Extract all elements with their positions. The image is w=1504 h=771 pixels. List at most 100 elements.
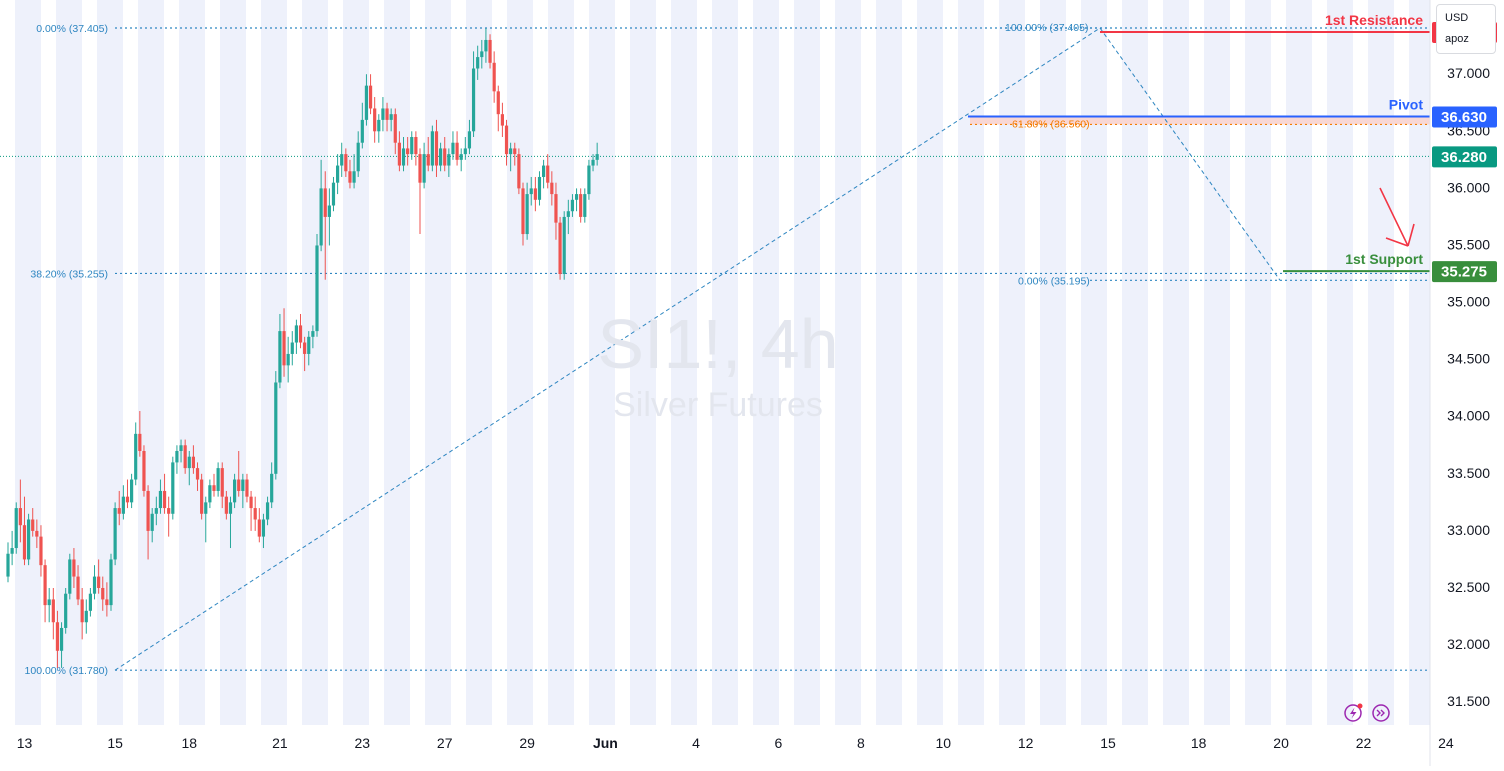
price-tick-label: 35.000 [1447, 294, 1490, 310]
candle-body [92, 576, 97, 594]
session-band [958, 0, 984, 725]
candle-body [566, 211, 570, 217]
candle-body [513, 148, 517, 155]
candle-body [245, 479, 249, 497]
candle-body [443, 148, 447, 166]
candle-body [331, 182, 336, 206]
session-band [15, 0, 41, 725]
scale-mode-label: apoz [1445, 33, 1469, 45]
session-band [343, 0, 369, 725]
candle-body [142, 450, 146, 491]
candle-body [459, 154, 463, 160]
time-tick-label: 24 [1438, 735, 1454, 751]
level-support-label: 1st Support [1345, 251, 1423, 267]
fib-level-label: 0.00% (35.195) [1018, 275, 1090, 287]
candle-body [64, 593, 68, 628]
candle-body [134, 433, 138, 480]
candle-body [14, 508, 18, 549]
candle-body [101, 587, 105, 600]
session-band [1163, 0, 1189, 725]
candle-body [393, 114, 397, 143]
candle-body [220, 468, 224, 497]
candle-body [154, 508, 158, 514]
chart-icons[interactable] [1344, 703, 1390, 722]
session-band [97, 0, 123, 725]
candle-body [480, 51, 484, 58]
session-band [302, 0, 328, 725]
candle-body [587, 165, 591, 195]
candle-body [43, 565, 47, 606]
candle-body [117, 508, 121, 514]
session-band [1245, 0, 1271, 725]
candle-body [451, 142, 455, 155]
session-band [507, 0, 533, 725]
price-tick-label: 34.500 [1447, 351, 1490, 367]
candle-body [492, 62, 496, 92]
candle-body [509, 148, 513, 155]
time-tick-label: 27 [437, 735, 453, 751]
candle-body [439, 148, 443, 166]
candle-body [426, 154, 430, 166]
candle-body [562, 216, 566, 275]
level-support-badge-label: 35.275 [1441, 264, 1487, 281]
time-tick-label: 13 [17, 735, 33, 751]
time-axis-background [0, 725, 1504, 766]
candle-body [303, 342, 307, 354]
candle-body [200, 479, 204, 514]
candle-body [216, 468, 220, 491]
currency-selector[interactable]: USD apoz [1436, 4, 1496, 54]
time-axis[interactable]: 13151821232729Jun4681012151820222426 [17, 735, 1504, 751]
session-band [220, 0, 246, 725]
time-tick-label: 21 [272, 735, 288, 751]
candle-body [504, 125, 509, 155]
candle-body [410, 137, 414, 155]
candle-body [121, 496, 125, 514]
time-tick-label: 20 [1273, 735, 1289, 751]
candle-body [10, 548, 14, 554]
down-arrow-drawing [1379, 187, 1415, 247]
candle-body [542, 165, 546, 177]
session-band [589, 0, 615, 725]
candle-body [97, 576, 101, 588]
session-band [1327, 0, 1353, 725]
candle-body [385, 108, 389, 120]
candle-body [179, 445, 183, 451]
go-to-realtime-icon[interactable] [1372, 704, 1390, 722]
candle-body [467, 131, 472, 149]
fib-level-label: 0.00% (37.405) [36, 23, 108, 35]
candle-body [162, 490, 167, 509]
candle-body [130, 479, 134, 503]
fib-618-zone [970, 116, 1430, 125]
candle-body [80, 599, 84, 623]
candle-body [146, 490, 150, 531]
fib-level-label: 61.80% (36.560) [1012, 118, 1090, 130]
candle-body [529, 188, 533, 195]
candle-body [6, 553, 10, 577]
session-band [917, 0, 943, 725]
candle-body [22, 525, 27, 560]
current-price-badge [1432, 146, 1497, 168]
candle-body [241, 479, 245, 491]
candle-body [175, 450, 179, 463]
candle-body [352, 171, 356, 183]
time-tick-label: 22 [1356, 735, 1372, 751]
candle-body [183, 445, 187, 469]
candle-body [55, 622, 60, 651]
candle-body [47, 599, 51, 606]
candle-body [253, 508, 257, 520]
candle-body [72, 559, 76, 577]
candle-body [282, 331, 286, 366]
candle-body [171, 462, 175, 514]
session-band [1286, 0, 1312, 725]
level-pivot-badge-label: 36.630 [1441, 109, 1487, 126]
flash-icon[interactable] [1344, 703, 1363, 722]
candle-body [278, 331, 282, 383]
candle-body [191, 456, 195, 469]
drawing-overlays [1379, 187, 1415, 247]
candle-body [579, 194, 583, 217]
candlestick-series [6, 28, 599, 668]
candle-body [368, 85, 373, 109]
